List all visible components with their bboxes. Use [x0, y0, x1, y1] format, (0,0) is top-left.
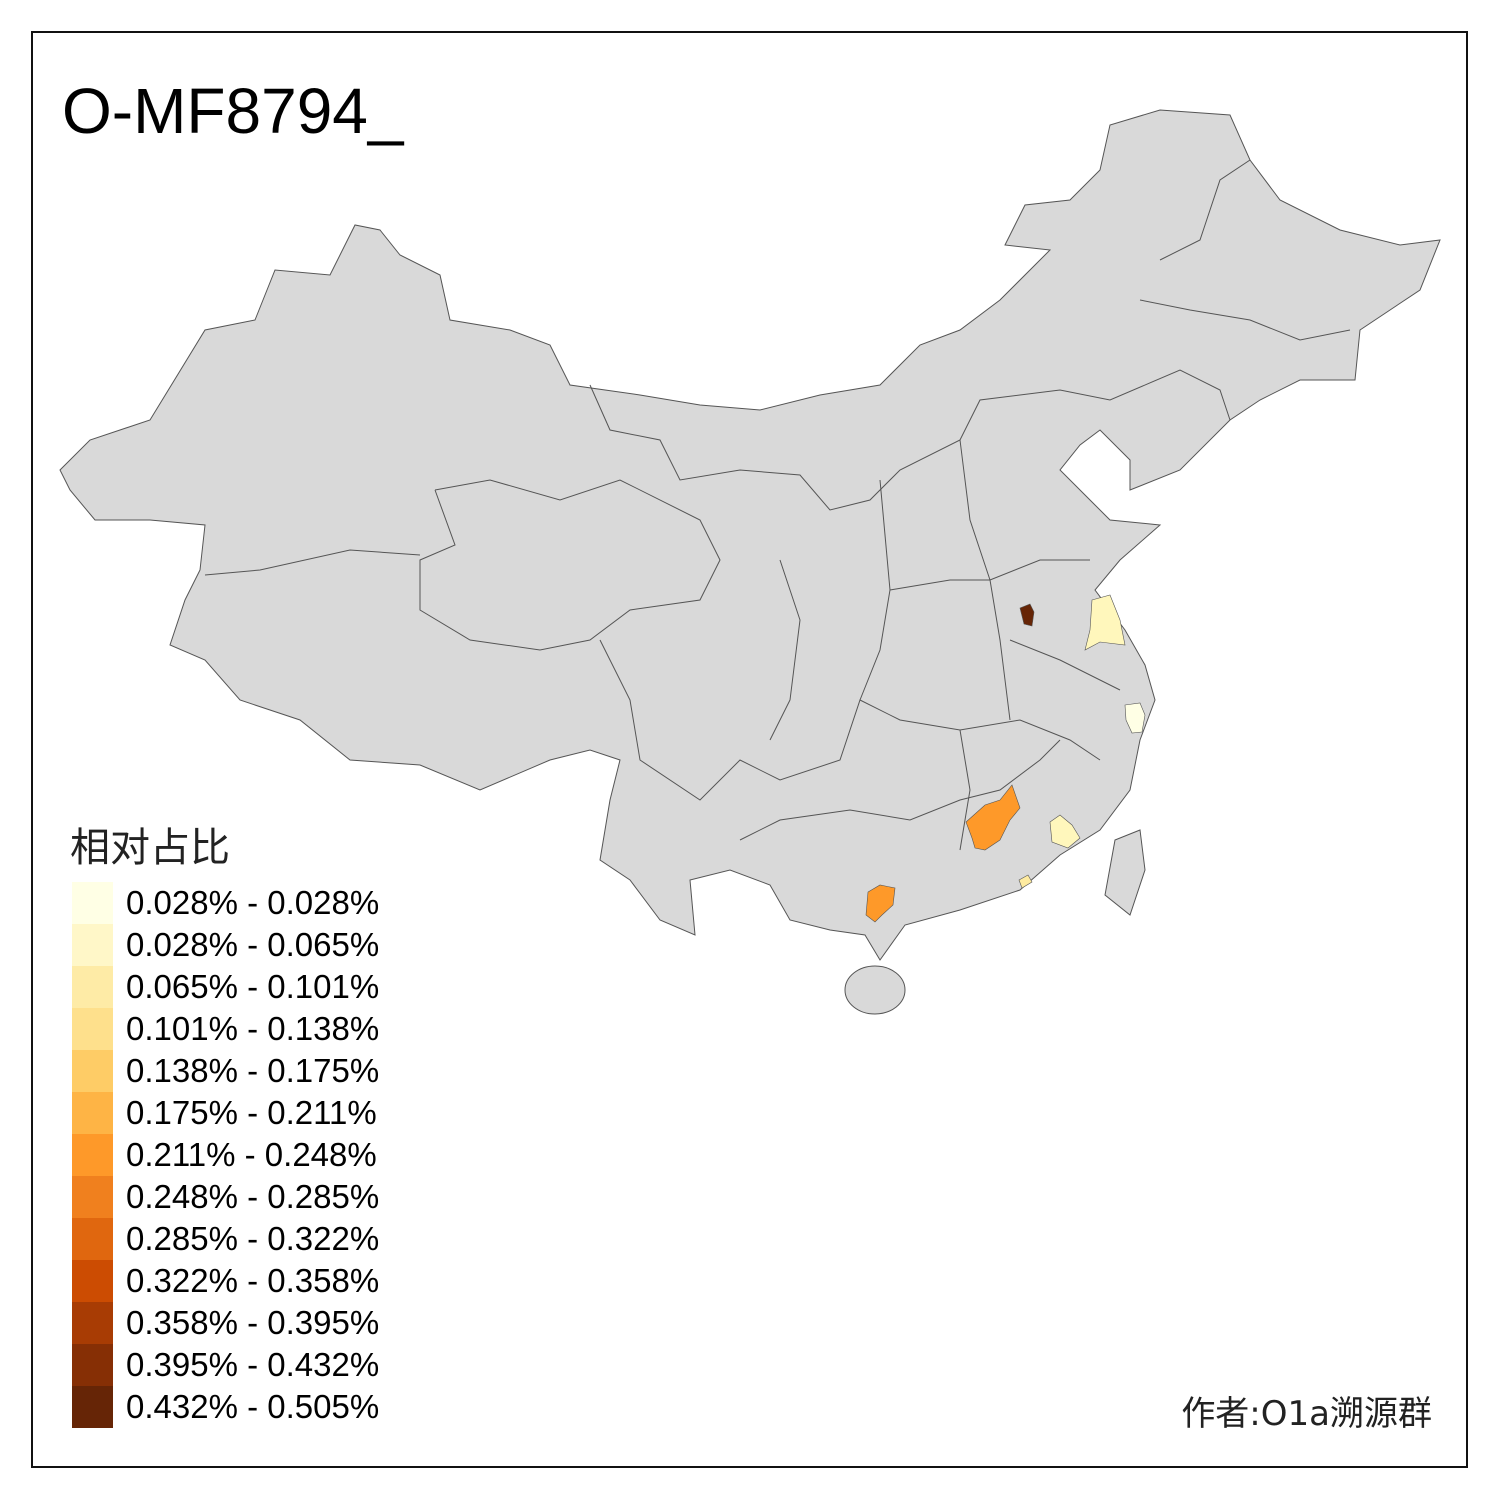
legend-item: 0.322% - 0.358%	[72, 1260, 379, 1302]
legend-swatch	[72, 1260, 113, 1302]
legend-item: 0.358% - 0.395%	[72, 1302, 379, 1344]
legend-label: 0.101% - 0.138%	[126, 1010, 380, 1047]
legend-label: 0.358% - 0.395%	[126, 1304, 380, 1341]
highlighted-region	[1019, 603, 1035, 627]
legend-swatch	[72, 1092, 113, 1134]
legend-label: 0.285% - 0.322%	[126, 1220, 380, 1257]
highlighted-region	[1084, 594, 1126, 651]
mainland-outline	[59, 109, 1441, 961]
legend-swatch	[72, 924, 113, 966]
legend-label: 0.432% - 0.505%	[126, 1388, 380, 1425]
legend-swatch	[72, 1008, 113, 1050]
legend-label: 0.395% - 0.432%	[126, 1346, 380, 1383]
highlighted-regions	[865, 594, 1146, 923]
legend-title: 相对占比	[70, 825, 230, 871]
legend-swatch	[72, 1344, 113, 1386]
legend-swatch	[72, 1176, 113, 1218]
legend-item: 0.285% - 0.322%	[72, 1218, 379, 1260]
legend-label: 0.028% - 0.028%	[126, 884, 380, 921]
legend-label: 0.028% - 0.065%	[126, 926, 380, 963]
legend-item: 0.138% - 0.175%	[72, 1050, 379, 1092]
legend-label: 0.065% - 0.101%	[126, 968, 380, 1005]
highlighted-region	[865, 884, 896, 923]
legend-swatch	[72, 1302, 113, 1344]
hainan-island	[844, 965, 906, 1015]
highlighted-region	[1124, 702, 1146, 734]
legend-swatch	[72, 1050, 113, 1092]
legend-label: 0.175% - 0.211%	[126, 1094, 377, 1131]
legend-label: 0.322% - 0.358%	[126, 1262, 380, 1299]
legend-item: 0.101% - 0.138%	[72, 1008, 379, 1050]
legend-item: 0.065% - 0.101%	[72, 966, 379, 1008]
legend-swatch	[72, 882, 113, 924]
legend-item: 0.211% - 0.248%	[72, 1134, 379, 1176]
legend-label: 0.248% - 0.285%	[126, 1178, 380, 1215]
legend-item: 0.248% - 0.285%	[72, 1176, 379, 1218]
legend: 0.028% - 0.028% 0.028% - 0.065% 0.065% - 0…	[72, 882, 379, 1428]
legend-item: 0.432% - 0.505%	[72, 1386, 379, 1428]
legend-item: 0.395% - 0.432%	[72, 1344, 379, 1386]
taiwan-island	[1104, 829, 1146, 916]
legend-label: 0.211% - 0.248%	[126, 1136, 377, 1173]
highlighted-region	[965, 784, 1021, 851]
legend-swatch	[72, 1386, 113, 1428]
legend-item: 0.175% - 0.211%	[72, 1092, 379, 1134]
legend-swatch	[72, 1218, 113, 1260]
legend-swatch	[72, 1134, 113, 1176]
legend-item: 0.028% - 0.028%	[72, 882, 379, 924]
legend-swatch	[72, 966, 113, 1008]
map-title: O-MF8794_	[62, 75, 404, 147]
highlighted-region	[1018, 874, 1033, 889]
province-borders	[204, 159, 1351, 851]
author-credit: 作者:O1a溯源群	[1181, 1394, 1432, 1434]
plot-frame	[31, 31, 1468, 1468]
legend-item: 0.028% - 0.065%	[72, 924, 379, 966]
legend-label: 0.138% - 0.175%	[126, 1052, 380, 1089]
highlighted-region	[1049, 814, 1081, 849]
